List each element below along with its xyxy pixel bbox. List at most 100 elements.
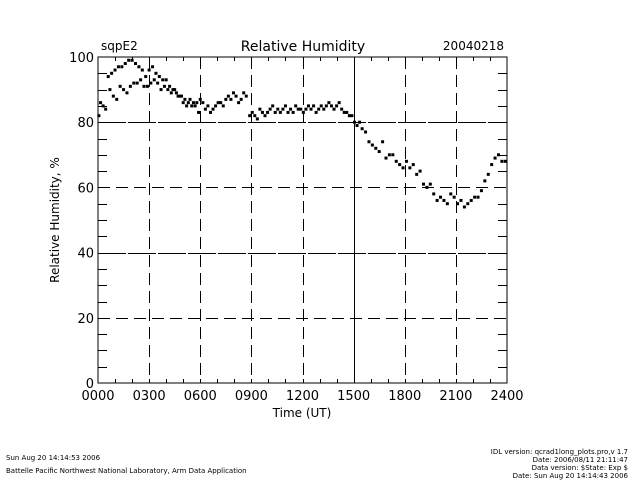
data-point <box>299 107 303 111</box>
data-point <box>214 104 218 108</box>
data-point <box>135 81 139 85</box>
data-points <box>97 58 507 209</box>
data-point <box>415 172 419 176</box>
data-point <box>411 163 415 167</box>
data-point <box>255 117 259 121</box>
data-point <box>258 107 262 111</box>
data-point <box>99 101 103 105</box>
x-axis-label: Time (UT) <box>272 406 332 420</box>
data-point <box>133 62 137 66</box>
y-axis-label: Relative Humidity, % <box>48 157 62 283</box>
data-point <box>473 195 477 199</box>
data-point <box>449 192 453 196</box>
data-point <box>273 110 277 114</box>
data-point <box>377 150 381 154</box>
data-point <box>278 110 282 114</box>
data-point <box>219 101 223 105</box>
x-tick-label: 0300 <box>133 389 166 404</box>
data-point <box>191 101 195 105</box>
data-point <box>142 84 146 88</box>
data-point <box>367 140 371 144</box>
data-point <box>244 94 248 98</box>
data-point <box>178 94 182 98</box>
data-point <box>116 65 120 69</box>
data-point <box>206 104 210 108</box>
data-point <box>442 198 446 202</box>
data-point <box>347 114 351 118</box>
chart-title: Relative Humidity <box>241 39 365 55</box>
data-point <box>493 156 497 160</box>
data-point <box>181 101 185 105</box>
data-point <box>322 107 326 111</box>
data-point <box>296 107 300 111</box>
data-point <box>469 198 473 202</box>
y-tick-labels: 0 20 40 60 80 100 <box>69 51 94 392</box>
data-point <box>162 84 166 88</box>
data-point <box>157 75 161 79</box>
data-point <box>237 101 241 105</box>
data-point <box>144 75 148 79</box>
data-point <box>111 94 115 98</box>
data-point <box>358 120 362 124</box>
data-point <box>445 202 449 206</box>
data-point <box>314 110 318 114</box>
x-tick-label: 1500 <box>337 389 370 404</box>
data-point <box>286 110 290 114</box>
data-point <box>123 62 127 66</box>
data-point <box>329 104 333 108</box>
data-point <box>190 104 194 108</box>
x-tick-label: 0900 <box>235 389 268 404</box>
data-point <box>253 114 257 118</box>
data-point <box>324 104 328 108</box>
footer-credit: Battelle Pacific Northwest National Labo… <box>6 467 247 475</box>
data-point <box>161 78 165 82</box>
data-point <box>122 88 126 92</box>
data-point <box>152 78 156 82</box>
data-point <box>374 146 378 150</box>
data-point <box>176 94 180 98</box>
data-point <box>452 195 456 199</box>
data-point <box>171 88 175 92</box>
data-point <box>151 65 155 69</box>
data-point <box>387 153 391 157</box>
data-point <box>250 110 254 114</box>
data-point <box>319 104 323 108</box>
data-point <box>183 97 187 101</box>
data-point <box>355 123 359 127</box>
data-point <box>166 88 170 92</box>
data-point <box>106 75 110 79</box>
data-point <box>342 110 346 114</box>
grid-lines <box>98 57 507 383</box>
data-point <box>260 110 264 114</box>
data-point <box>404 159 408 163</box>
y-tick-label: 60 <box>77 181 94 196</box>
data-point <box>332 107 336 111</box>
data-point <box>418 169 422 173</box>
data-point <box>490 163 494 167</box>
data-point <box>113 68 117 72</box>
data-point <box>221 104 225 108</box>
data-point <box>309 107 313 111</box>
data-point <box>479 189 483 193</box>
footer-run-date: Date: Sun Aug 20 14:14:43 2006 <box>512 472 628 480</box>
data-point <box>208 110 212 114</box>
data-point <box>459 198 463 202</box>
data-point <box>211 107 215 111</box>
data-point <box>496 153 500 157</box>
data-point <box>180 94 184 98</box>
data-point <box>186 101 190 105</box>
data-point <box>317 107 321 111</box>
data-point <box>118 84 122 88</box>
data-point <box>364 130 368 134</box>
data-point <box>337 101 341 105</box>
data-point <box>231 91 235 95</box>
data-point <box>168 84 172 88</box>
data-point <box>384 156 388 160</box>
data-point <box>174 91 178 95</box>
data-point <box>104 107 108 111</box>
data-point <box>226 94 230 98</box>
data-point <box>139 78 143 82</box>
data-point <box>164 78 168 82</box>
data-point <box>203 107 207 111</box>
data-point <box>391 153 395 157</box>
